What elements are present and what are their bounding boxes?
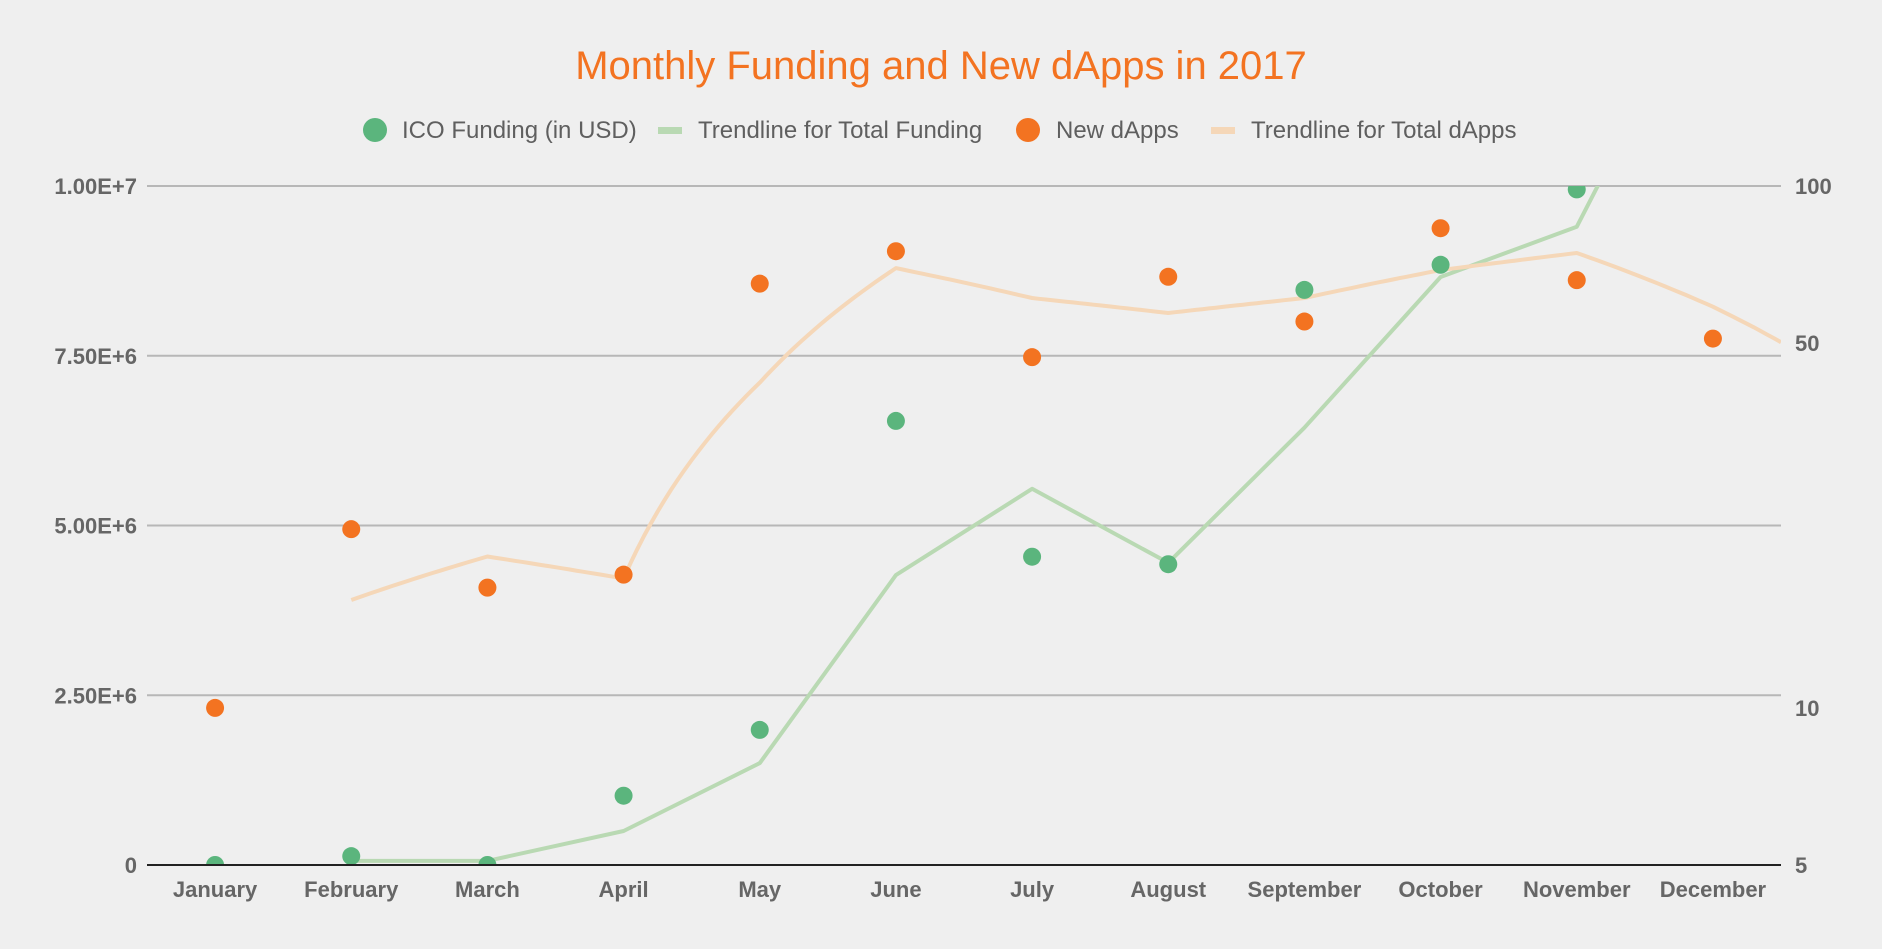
right-tick-label: 50 xyxy=(1795,331,1819,356)
ico-funding-point[interactable] xyxy=(478,856,497,874)
x-tick-label: November xyxy=(1523,877,1631,902)
left-tick-label: 1.00E+7 xyxy=(54,174,137,199)
left-tick-label: 0 xyxy=(125,853,137,878)
x-tick-label: July xyxy=(1010,877,1055,902)
x-tick-label: April xyxy=(599,877,649,902)
ico-funding-point[interactable] xyxy=(614,786,633,805)
ico-funding-point[interactable] xyxy=(342,847,361,865)
ico-funding-point[interactable] xyxy=(886,411,905,430)
legend-item-dapps-trendline[interactable]: Trendline for Total dApps xyxy=(1211,117,1517,144)
legend-swatch-dapps-trendline xyxy=(1211,127,1235,134)
new-dapps-point[interactable] xyxy=(1431,219,1450,238)
ico-funding-point[interactable] xyxy=(1295,280,1314,299)
right-tick-label: 10 xyxy=(1795,696,1819,721)
trendline-3 xyxy=(350,251,1781,602)
ico-funding-point[interactable] xyxy=(750,720,769,739)
legend-label-new-dapps: New dApps xyxy=(1056,117,1179,144)
x-tick-label: October xyxy=(1398,877,1483,902)
trendline-1 xyxy=(351,186,1600,863)
x-tick-label: August xyxy=(1130,877,1206,902)
new-dapps-point[interactable] xyxy=(478,578,497,597)
legend-label-funding-trendline: Trendline for Total Funding xyxy=(698,117,982,144)
new-dapps-point[interactable] xyxy=(206,698,225,717)
new-dapps-point[interactable] xyxy=(614,565,633,584)
right-tick-label: 100 xyxy=(1795,174,1832,199)
legend: ICO Funding (in USD) Trendline for Total… xyxy=(363,117,1517,144)
new-dapps-point[interactable] xyxy=(1023,348,1042,367)
new-dapps-point[interactable] xyxy=(1159,267,1178,286)
left-tick-label: 5.00E+6 xyxy=(54,514,137,539)
x-tick-label: February xyxy=(304,877,399,902)
legend-item-funding-trendline[interactable]: Trendline for Total Funding xyxy=(658,117,982,144)
left-tick-label: 7.50E+6 xyxy=(54,344,137,369)
ico-funding-point[interactable] xyxy=(1023,547,1042,566)
new-dapps-point[interactable] xyxy=(750,274,769,293)
right-tick-label: 5 xyxy=(1795,853,1807,878)
x-tick-label: September xyxy=(1248,877,1362,902)
x-tick-label: June xyxy=(870,877,921,902)
left-tick-label: 2.50E+6 xyxy=(54,683,137,708)
x-tick-label: January xyxy=(173,877,258,902)
ico-funding-point[interactable] xyxy=(206,856,225,874)
new-dapps-point[interactable] xyxy=(886,242,905,261)
legend-item-new-dapps[interactable]: New dApps xyxy=(1016,117,1179,144)
legend-swatch-funding-trendline xyxy=(658,127,682,134)
chart-title: Monthly Funding and New dApps in 2017 xyxy=(575,44,1307,88)
gridlines xyxy=(147,185,1781,697)
left-axis: 0 2.50E+6 5.00E+6 7.50E+6 1.00E+7 xyxy=(54,174,137,878)
new-dapps-point[interactable] xyxy=(1703,329,1722,348)
legend-item-ico-funding[interactable]: ICO Funding (in USD) xyxy=(363,117,637,144)
right-axis: 5 10 50 100 xyxy=(1795,174,1832,878)
legend-label-dapps-trendline: Trendline for Total dApps xyxy=(1251,117,1517,144)
ico-funding-point[interactable] xyxy=(1159,555,1178,574)
x-axis: January February March April May June July Augu… xyxy=(173,877,1767,902)
new-dapps-point[interactable] xyxy=(342,520,361,539)
x-tick-label: May xyxy=(738,877,782,902)
new-dapps-point[interactable] xyxy=(1295,312,1314,331)
new-dapps-point[interactable] xyxy=(1567,271,1586,290)
legend-swatch-ico-funding xyxy=(363,118,387,142)
plot-area xyxy=(206,180,1781,874)
x-tick-label: March xyxy=(455,877,520,902)
ico-funding-point[interactable] xyxy=(1431,255,1450,274)
ico-funding-point[interactable] xyxy=(1567,180,1586,199)
legend-label-ico-funding: ICO Funding (in USD) xyxy=(402,117,637,144)
legend-swatch-new-dapps xyxy=(1016,118,1040,142)
x-tick-label: December xyxy=(1660,877,1767,902)
